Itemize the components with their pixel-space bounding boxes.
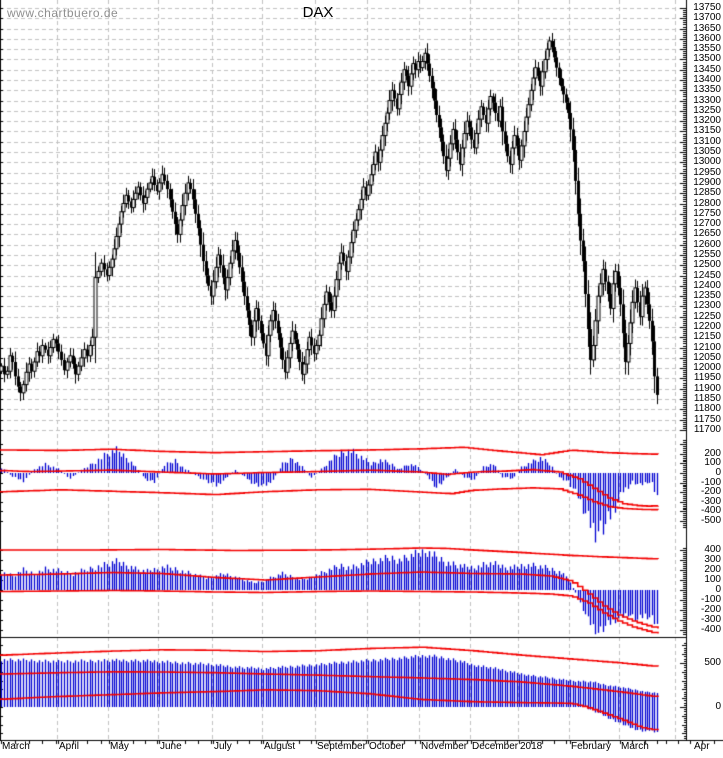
- site-watermark: www.chartbuero.de: [7, 6, 119, 20]
- chart-title: DAX: [302, 4, 334, 21]
